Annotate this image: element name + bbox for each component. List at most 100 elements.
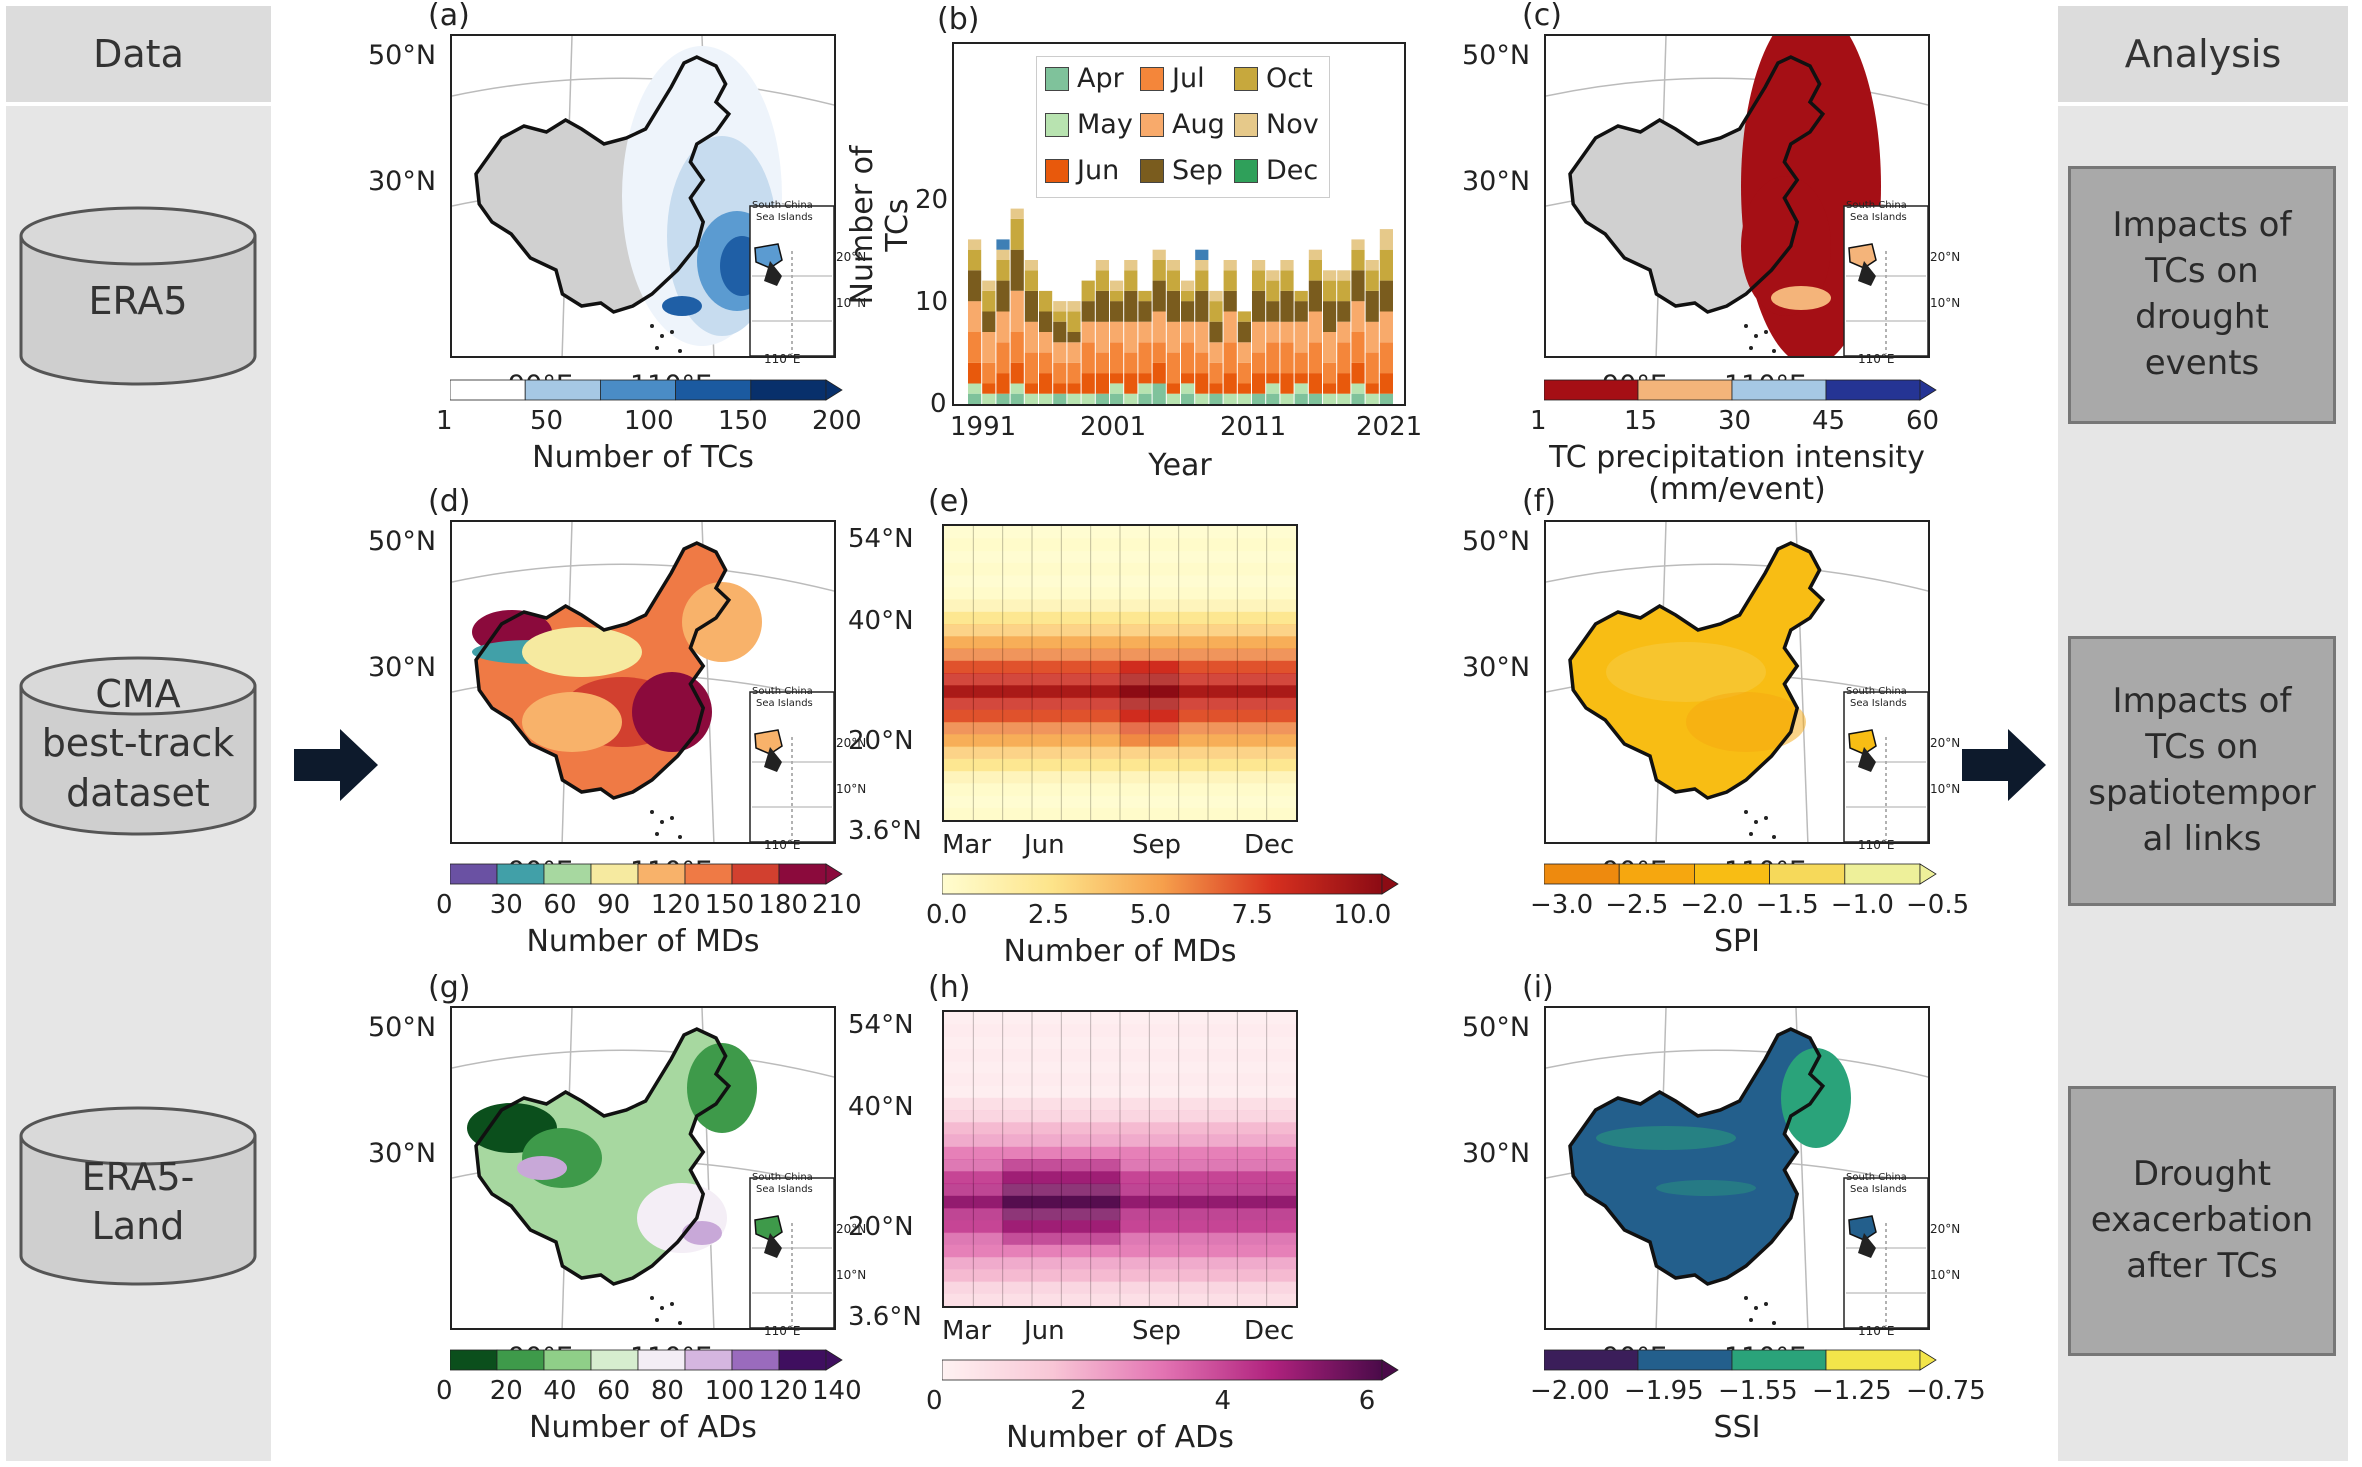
heatmap-cell xyxy=(1032,599,1062,613)
heatmap-cell xyxy=(1002,1232,1033,1246)
heatmap-cell xyxy=(1178,562,1209,576)
heatmap-cell xyxy=(1032,1257,1062,1270)
bar-segment-apr-2015 xyxy=(1308,393,1322,404)
bar-segment-apr-2004 xyxy=(1152,383,1166,404)
heatmap-cell xyxy=(1032,1097,1062,1111)
heatmap-cell xyxy=(1149,1073,1180,1087)
arrow-right-icon xyxy=(294,729,378,801)
colorbar-segment xyxy=(590,863,639,885)
heatmap-cell xyxy=(1178,1122,1209,1136)
heatmap-cell xyxy=(1002,1195,1033,1209)
heatmap-cell xyxy=(1002,746,1033,760)
bar-segment-jun-2000 xyxy=(1095,373,1109,394)
heatmap-cell xyxy=(1002,673,1033,686)
heatmap-cell xyxy=(1237,587,1268,601)
island-dot xyxy=(1749,1318,1753,1322)
legend-swatch xyxy=(1045,158,1069,183)
heatmap-cell xyxy=(1266,599,1296,613)
bar-segment-oct-2019 xyxy=(1365,270,1379,291)
heatmap-cell xyxy=(1002,1048,1033,1062)
colorbar-tick: 210 xyxy=(812,890,862,920)
heatmap-cell xyxy=(1178,709,1209,723)
heatmap-cell xyxy=(1208,1085,1238,1099)
heatmap-cell xyxy=(973,734,1004,748)
heatmap-cell xyxy=(1266,587,1296,601)
heatmap-cell xyxy=(1061,1208,1092,1221)
heatmap-xtick: Jun xyxy=(1024,830,1065,860)
colorbar-tick: 150 xyxy=(704,890,755,920)
heatmap-cell xyxy=(1208,660,1238,674)
bar-segment-aug-1992 xyxy=(982,332,996,363)
colorbar-segment xyxy=(1825,1349,1921,1371)
heatmap-cell xyxy=(1090,587,1121,601)
heatmap-cell xyxy=(1090,1244,1121,1258)
heatmap-cell xyxy=(1090,1073,1121,1087)
heatmap-cell xyxy=(1120,1244,1150,1258)
panel-letter: (c) xyxy=(1522,0,1562,33)
heatmap-cell xyxy=(1090,1293,1121,1306)
heatmap-cell xyxy=(1208,1073,1238,1087)
heatmap-cell xyxy=(1002,636,1033,650)
heatmap-cell xyxy=(1002,1208,1033,1221)
heatmap-cell xyxy=(1061,1134,1092,1148)
inset-coast xyxy=(1848,729,1877,755)
bar-segment-jun-1995 xyxy=(1024,383,1038,394)
heatmap-cell xyxy=(1178,599,1209,613)
region-patch xyxy=(662,296,702,316)
heatmap-cell xyxy=(944,1208,974,1221)
heatmap-cell xyxy=(1266,1146,1296,1160)
heatmap-cell xyxy=(1120,1048,1150,1062)
heatmap-cell xyxy=(1178,1073,1209,1087)
bar-segment-aug-2017 xyxy=(1337,321,1351,343)
bar-segment-sep-2006 xyxy=(1181,301,1195,322)
database-icon xyxy=(19,656,257,836)
heatmap-cell xyxy=(1208,1048,1238,1062)
bar-segment-jul-2017 xyxy=(1337,342,1351,374)
heatmap-cell xyxy=(1208,1195,1238,1209)
bar-segment-jun-1996 xyxy=(1039,373,1053,394)
heatmap-cell xyxy=(1266,1232,1296,1246)
heatmap-cell xyxy=(1149,807,1180,820)
colorbar-label: SSI xyxy=(1713,1410,1761,1445)
heatmap-cell xyxy=(1002,734,1033,748)
heatmap-cell xyxy=(1149,1097,1180,1111)
heatmap-cell xyxy=(1032,722,1062,735)
colorbar-tick: 180 xyxy=(758,890,808,920)
island-dot xyxy=(1764,816,1768,820)
bar-segment-oct-1994 xyxy=(1010,218,1024,250)
heatmap-cell xyxy=(1061,575,1092,588)
heatmap-cell xyxy=(973,722,1004,735)
inset-lon-label: 110°E xyxy=(1858,352,1895,366)
heatmap-cell xyxy=(973,1269,1004,1283)
heatmap-cell xyxy=(1237,1048,1268,1062)
heatmap-cell xyxy=(1061,526,1092,539)
heatmap-cell xyxy=(944,1171,974,1185)
legend-swatch xyxy=(1234,158,1258,183)
analysis-header: Analysis xyxy=(2058,6,2348,106)
colorbar-label-units: (mm/event) xyxy=(1648,472,1826,507)
colorbar-tick: 30 xyxy=(1718,406,1752,436)
bar-segment-jul-2013 xyxy=(1280,342,1294,374)
heatmap-cell xyxy=(1178,1171,1209,1185)
heatmap-cell xyxy=(1061,1195,1092,1209)
heatmap-cell xyxy=(1090,734,1121,748)
heatmap-cell xyxy=(1120,783,1150,797)
heatmap-cell xyxy=(1032,673,1062,686)
bar-segment-oct-2016 xyxy=(1323,280,1337,302)
heatmap-cell xyxy=(1178,660,1209,674)
heatmap-cell xyxy=(1120,648,1150,662)
bar-segment-aug-1997 xyxy=(1053,342,1067,363)
heatmap-cell xyxy=(1149,1257,1180,1270)
panel-letter: (h) xyxy=(928,970,971,1005)
heatmap-cell xyxy=(1208,599,1238,613)
heatmap-cell xyxy=(1061,1159,1092,1172)
bar-segment-may-2018 xyxy=(1351,383,1365,394)
bar-segment-jul-1997 xyxy=(1053,362,1067,384)
bar-segment-jul-1995 xyxy=(1024,352,1038,384)
panel-b-xtick: 2021 xyxy=(1356,412,1423,442)
colorbar-label: Number of MDs xyxy=(1003,934,1237,969)
bar-segment-oct-2006 xyxy=(1181,290,1195,302)
heatmap-cell xyxy=(1002,1159,1033,1172)
heatmap-cell xyxy=(1002,795,1033,809)
heatmap-cell xyxy=(1237,1134,1268,1148)
